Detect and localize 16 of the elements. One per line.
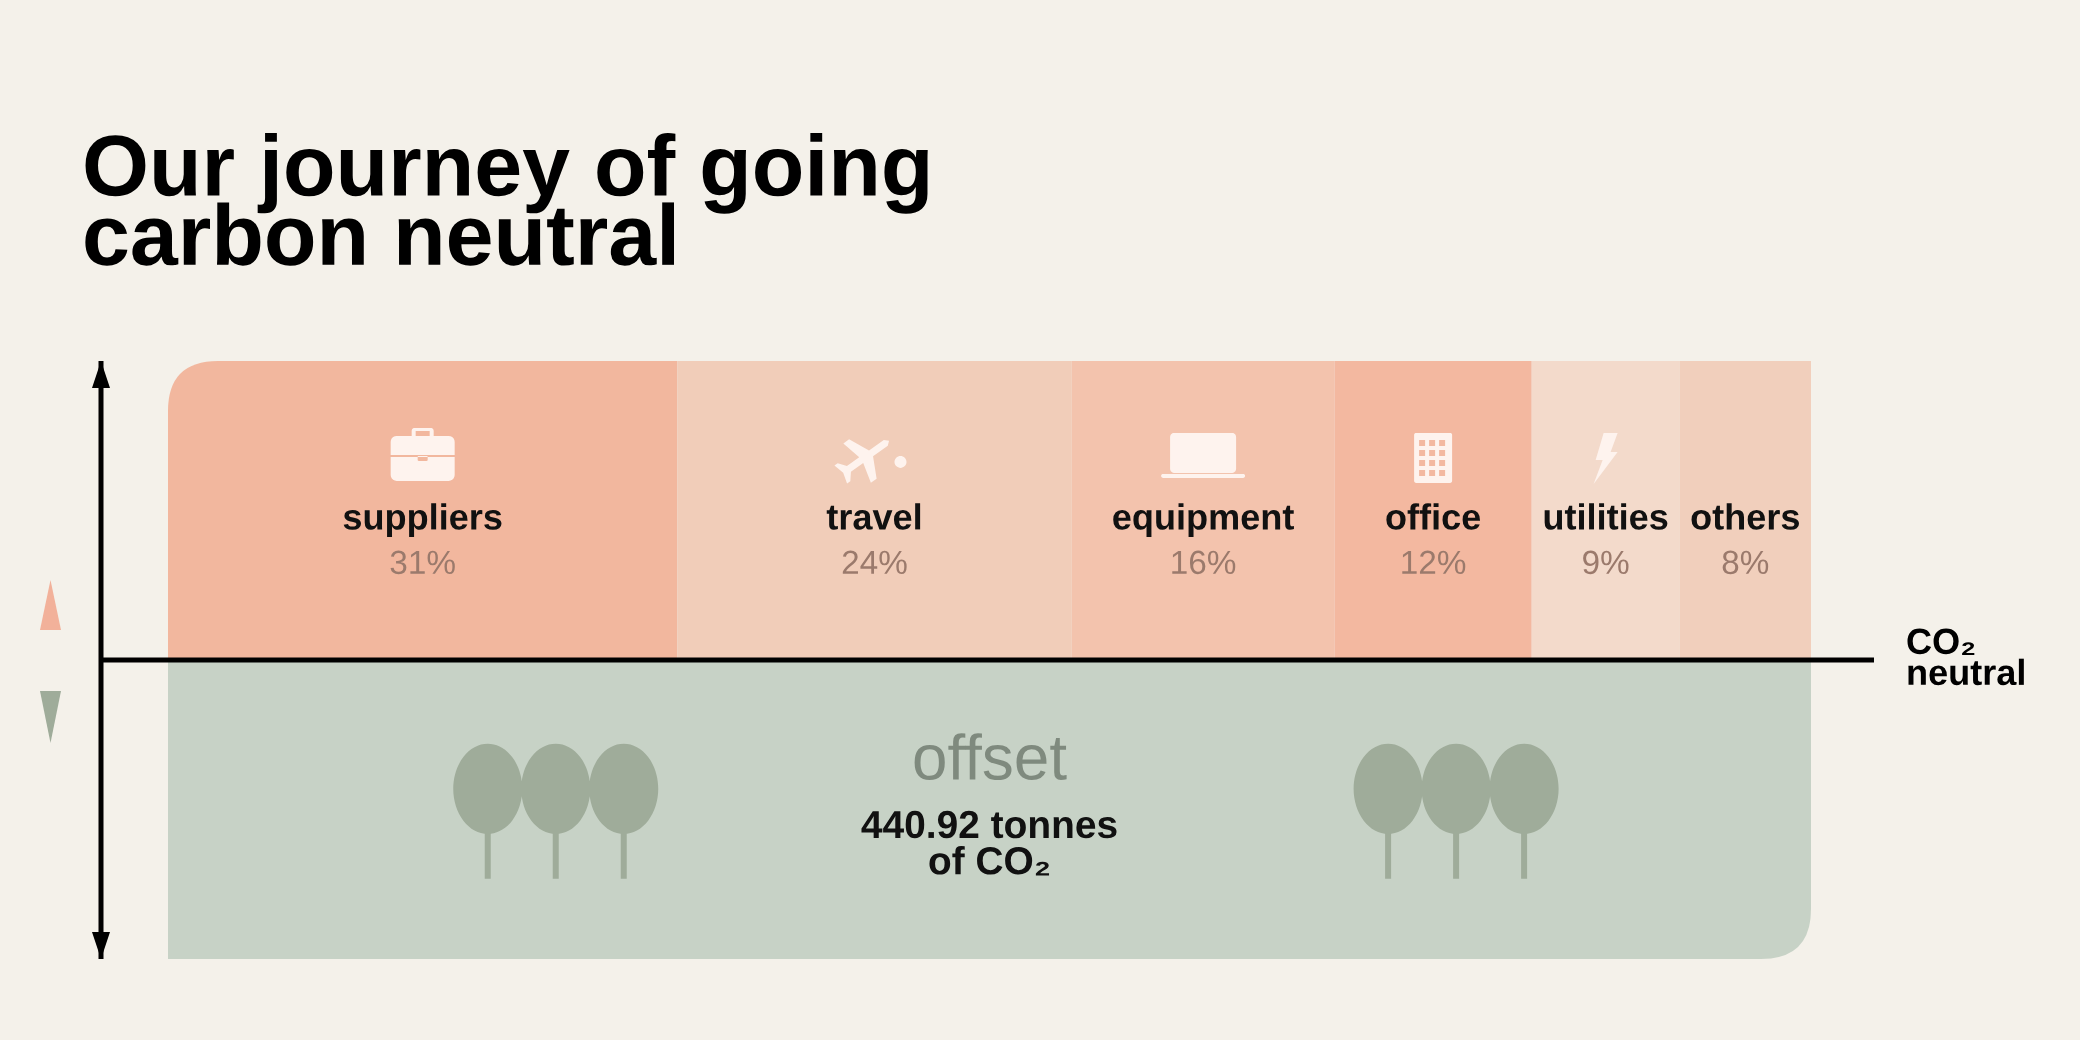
data-label: 16% bbox=[1172, 550, 1236, 575]
data-label: 12% bbox=[1402, 550, 1466, 575]
series-label: offset bbox=[914, 733, 1067, 781]
series-label: travel bbox=[826, 503, 921, 530]
text: CO₂ neutral bbox=[1907, 628, 2024, 686]
series-label: suppliers bbox=[343, 503, 502, 537]
data-label: 9% bbox=[1583, 550, 1629, 575]
data-label: 8% bbox=[1722, 550, 1769, 575]
data-label: 24% bbox=[842, 550, 907, 575]
chart-title: Our journey of going carbon neutral bbox=[85, 133, 928, 266]
data-label: 31% bbox=[390, 550, 455, 575]
series-label: equipment bbox=[1113, 503, 1294, 537]
series-label: utilities bbox=[1544, 503, 1668, 530]
annotation: 440.92 tonnes of CO₂ bbox=[861, 810, 1117, 876]
series-label: office bbox=[1386, 503, 1481, 530]
series-label: others bbox=[1691, 503, 1799, 530]
